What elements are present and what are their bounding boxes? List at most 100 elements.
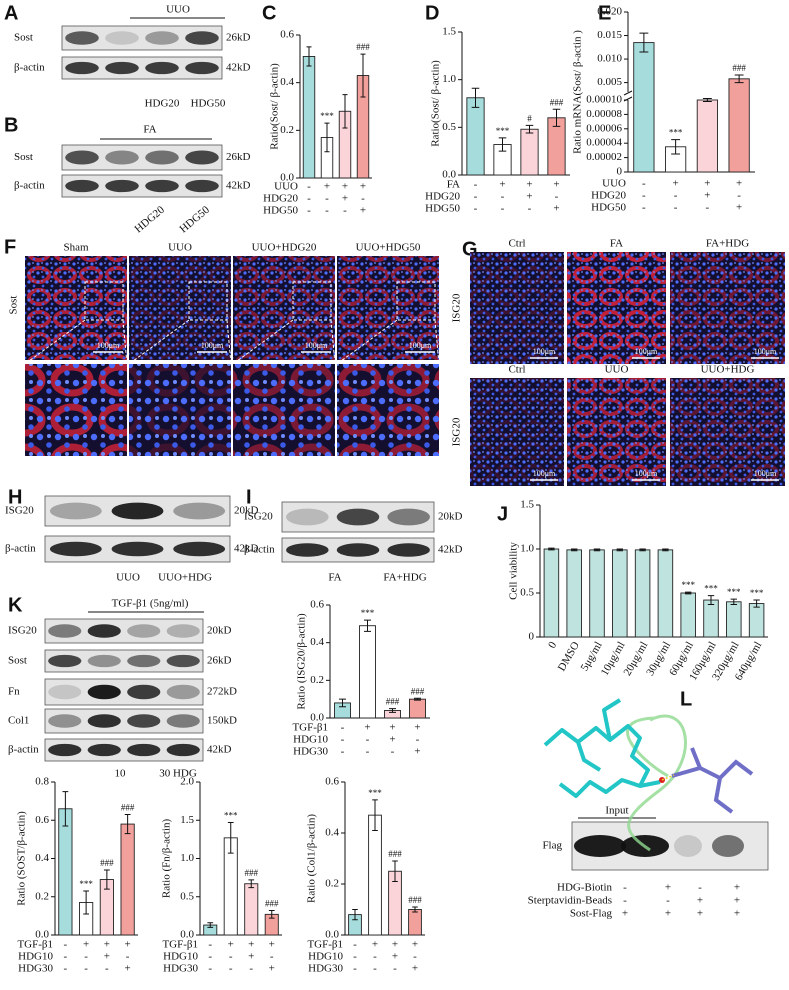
- condition-mark: -: [208, 951, 212, 963]
- condition-name: TGF-β1: [307, 939, 343, 951]
- condition-mark: -: [373, 951, 377, 963]
- lane-label: UUO+HDG: [158, 572, 212, 584]
- condition-mark: -: [361, 193, 365, 205]
- condition-mark: -: [126, 951, 130, 963]
- blot-band: [111, 541, 164, 557]
- error-bar: [389, 708, 396, 713]
- y-axis-label: Ratio (SOST/β-actin): [16, 811, 28, 906]
- condition-mark: +: [324, 181, 330, 193]
- significance-label: ***: [79, 879, 93, 889]
- condition-mark: -: [474, 191, 478, 203]
- y-tick-label: 0.0: [35, 929, 49, 941]
- condition-mark: -: [393, 963, 397, 975]
- blot-band: [87, 714, 121, 728]
- condition-mark: +: [734, 895, 740, 907]
- error-bar: [548, 547, 555, 551]
- significance-label: ***: [496, 126, 510, 136]
- lane-label: HDG50: [177, 204, 212, 236]
- y-tick-label: 0.010: [597, 53, 622, 65]
- error-bar: [62, 791, 69, 827]
- bar: [368, 814, 382, 936]
- condition-name: TGF-β1: [17, 939, 53, 951]
- condition-mark: -: [249, 963, 253, 975]
- blot-strip: [44, 678, 204, 706]
- blot-band: [111, 502, 164, 520]
- condition-mark: -: [373, 963, 377, 975]
- blot-band: [87, 654, 121, 668]
- blot-band: [173, 502, 226, 520]
- blot-band: [387, 508, 430, 526]
- zoom-box: [188, 281, 228, 321]
- blot-band: [127, 654, 161, 668]
- blot-size-label: 20kD: [207, 625, 232, 637]
- significance-label: ###: [550, 97, 564, 107]
- condition-name: HDG30: [308, 963, 343, 975]
- blot-band: [105, 31, 139, 45]
- y-tick-label: 0.4: [325, 827, 339, 839]
- zoom-line: [330, 319, 336, 365]
- condition-mark: +: [704, 178, 710, 190]
- lane-label: 10: [115, 768, 127, 780]
- column-label: FA: [610, 238, 623, 250]
- scale-label: 100μm: [533, 469, 556, 478]
- condition-mark: +: [622, 908, 628, 920]
- micrograph-nuclei: [129, 256, 231, 360]
- micrograph-nuclei: [25, 256, 127, 360]
- blot-band: [712, 835, 744, 857]
- significance-label: ***: [681, 580, 695, 590]
- ribbon: [626, 714, 687, 852]
- y-tick-label: 0.6: [35, 814, 49, 826]
- condition-mark: -: [84, 951, 88, 963]
- condition-mark: -: [229, 951, 233, 963]
- significance-label: ***: [224, 811, 238, 821]
- condition-name: TGF-β1: [292, 722, 328, 734]
- significance-label: ***: [320, 111, 334, 121]
- lane-label: 30 HDG: [159, 768, 197, 780]
- panel-letter: L: [680, 688, 692, 710]
- bar: [703, 599, 719, 638]
- significance-label: ###: [408, 895, 422, 905]
- bar: [566, 549, 582, 638]
- y-tick-label: 0.8: [35, 776, 49, 788]
- blot-band: [336, 543, 380, 557]
- error-bar: [707, 595, 715, 605]
- lane-label: HDG20: [145, 98, 180, 110]
- scale-label: 100μm: [635, 347, 658, 356]
- zoom-line: [226, 319, 232, 365]
- x-tick-label: DMSO: [556, 640, 582, 674]
- y-axis-label: Ratio (Fn/β-actin): [161, 819, 173, 899]
- blot-size-label: 26kD: [226, 32, 251, 44]
- condition-mark: -: [674, 190, 678, 202]
- significance-label: ***: [368, 788, 382, 798]
- bar: [543, 548, 560, 638]
- blot-band: [48, 654, 82, 668]
- condition-name: HDG20: [425, 191, 460, 203]
- error-bar: [671, 139, 681, 155]
- error-bar: [498, 137, 507, 152]
- condition-mark: +: [665, 908, 671, 920]
- y-tick-label: 0.2: [280, 124, 294, 136]
- residue: [671, 747, 754, 814]
- panel-letter: F: [4, 236, 16, 258]
- condition-mark: +: [734, 908, 740, 920]
- condition-mark: +: [734, 882, 740, 894]
- row-label: ISG20: [451, 293, 463, 322]
- bar: [612, 549, 628, 638]
- blot-strip: [44, 738, 204, 762]
- condition-mark: -: [501, 203, 505, 215]
- condition-mark: +: [392, 951, 398, 963]
- error-bar: [227, 822, 234, 854]
- blot-band: [48, 624, 82, 638]
- blot-row-label: Col1: [8, 715, 29, 727]
- blot-row-label: Sost: [14, 32, 33, 44]
- condition-mark: +: [104, 951, 110, 963]
- blot-row-label: Fn: [8, 686, 20, 698]
- condition-mark: +: [248, 939, 254, 951]
- condition-name: HDG10: [293, 734, 328, 746]
- ligand: [543, 698, 661, 798]
- y-tick-label: 0.5: [180, 890, 194, 902]
- blot-row-label: ISG20: [5, 505, 34, 517]
- condition-mark: -: [474, 203, 478, 215]
- panel-letter: E: [598, 2, 611, 24]
- y-tick-label: 1.0: [520, 543, 534, 555]
